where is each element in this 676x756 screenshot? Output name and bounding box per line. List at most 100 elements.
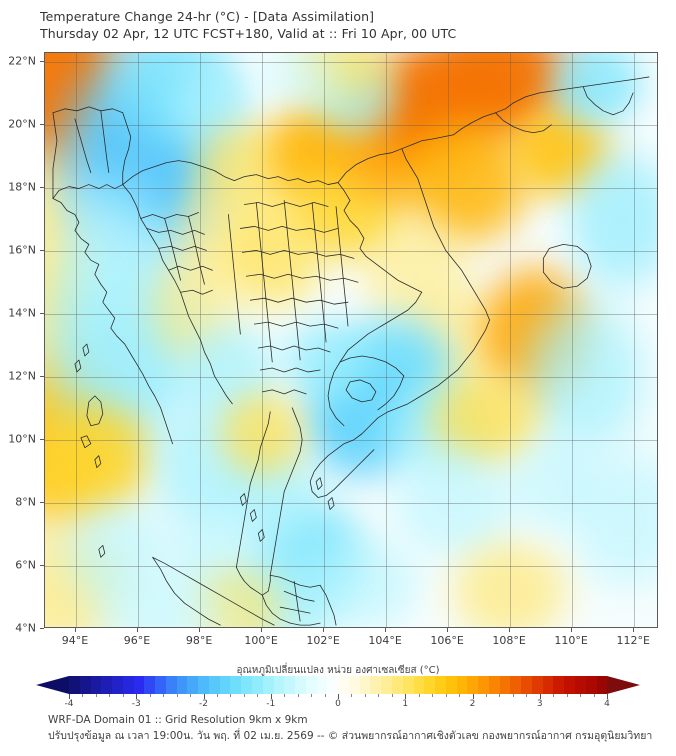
longitude-tick-label: 106°E — [430, 634, 464, 647]
longitude-tick-label: 102°E — [306, 634, 340, 647]
colorbar-segment — [176, 676, 188, 694]
chart-title-block: Temperature Change 24-hr (°C) - [Data As… — [40, 8, 660, 42]
colorbar-major-tick — [405, 694, 407, 699]
colorbar-minor-tick — [284, 694, 286, 697]
colorbar-minor-tick — [163, 694, 165, 697]
latitude-tick-mark — [40, 250, 44, 252]
longitude-tick-mark — [323, 628, 325, 632]
longitude-tick-mark — [571, 628, 573, 632]
colorbar-segment — [478, 676, 489, 694]
map-plot-area — [44, 52, 658, 628]
colorbar-minor-tick — [553, 694, 555, 697]
longitude-tick-label: 100°E — [244, 634, 278, 647]
colorbar-minor-tick — [445, 694, 447, 697]
colorbar-minor-tick — [149, 694, 151, 697]
latitude-tick-label: 6°N — [15, 558, 36, 572]
colorbar-segment — [564, 676, 575, 694]
colorbar-gradient — [69, 676, 608, 694]
colorbar-segment — [198, 676, 209, 694]
colorbar-tick-label: 2 — [469, 699, 476, 709]
colorbar-segment — [585, 676, 597, 694]
colorbar-segment — [531, 676, 543, 694]
colorbar-segment — [187, 676, 199, 694]
colorbar-segment — [359, 676, 371, 694]
colorbar-minor-tick — [216, 694, 218, 697]
longitude-tick-mark — [75, 628, 76, 632]
colorbar-segment — [284, 676, 296, 694]
colorbar-minor-tick — [418, 694, 420, 697]
colorbar-segment — [69, 676, 80, 694]
colorbar-segment — [165, 676, 177, 694]
latitude-tick-mark — [40, 376, 44, 378]
colorbar-segment — [241, 676, 253, 694]
longitude-tick-label: 98°E — [185, 634, 213, 647]
colorbar-segment — [112, 676, 123, 694]
colorbar-minor-tick — [364, 694, 366, 697]
colorbar-minor-tick — [432, 694, 434, 697]
colorbar-segment — [230, 676, 242, 694]
colorbar-segment — [79, 676, 91, 694]
colorbar-segment — [90, 676, 102, 694]
temperature-anomaly-field — [45, 53, 657, 627]
latitude-tick-mark — [40, 313, 44, 315]
longitude-tick-mark — [633, 628, 635, 632]
colorbar-minor-tick — [311, 694, 313, 697]
colorbar-minor-tick — [122, 694, 124, 697]
footer-credit: ปรับปรุงข้อมูล ณ เวลา 19:00น. วัน พฤ. ที… — [48, 730, 653, 742]
latitude-tick-label: 22°N — [8, 54, 36, 68]
colorbar-segment — [370, 676, 382, 694]
colorbar-extend-low — [36, 676, 69, 694]
colorbar-segment — [305, 676, 317, 694]
colorbar-tick-label: -2 — [199, 699, 208, 709]
colorbar-tick-label: -3 — [131, 699, 141, 709]
colorbar-segment — [521, 676, 532, 694]
colorbar-minor-tick — [109, 694, 111, 697]
colorbar-segments — [69, 676, 608, 694]
colorbar-minor-tick — [351, 694, 353, 697]
longitude-tick-mark — [385, 628, 387, 632]
colorbar-minor-tick — [485, 694, 487, 697]
colorbar-major-tick — [472, 694, 474, 699]
colorbar-minor-tick — [230, 694, 232, 697]
colorbar-minor-tick — [459, 694, 461, 697]
colorbar-ticks: -4 -3 -2 -1 0 1 2 3 4 — [36, 694, 640, 710]
colorbar-segment — [208, 676, 220, 694]
colorbar-major-tick — [203, 694, 205, 699]
colorbar-segment — [348, 676, 360, 694]
latitude-tick-label: 4°N — [15, 621, 36, 635]
longitude-tick-label: 96°E — [123, 634, 151, 647]
colorbar-minor-tick — [499, 694, 501, 697]
latitude-tick-label: 14°N — [8, 306, 36, 320]
colorbar-minor-tick — [190, 694, 192, 697]
colorbar-minor-tick — [526, 694, 528, 697]
longitude-tick-label: 112°E — [616, 634, 650, 647]
latitude-tick-label: 18°N — [8, 180, 36, 194]
latitude-tick-mark — [40, 124, 44, 126]
latitude-tick-mark — [40, 628, 44, 629]
colorbar-minor-tick — [297, 694, 299, 697]
latitude-tick-label: 10°N — [8, 432, 36, 446]
colorbar-segment — [144, 676, 156, 694]
chart-title: Temperature Change 24-hr (°C) - [Data As… — [40, 9, 375, 24]
colorbar-minor-tick — [512, 694, 514, 697]
colorbar-segment — [499, 676, 511, 694]
latitude-tick-label: 12°N — [8, 369, 36, 383]
colorbar-minor-tick — [257, 694, 259, 697]
colorbar-minor-tick — [378, 694, 380, 697]
longitude-tick-label: 104°E — [368, 634, 402, 647]
colorbar-segment — [488, 676, 500, 694]
colorbar-major-tick — [270, 694, 272, 699]
colorbar-segment — [252, 676, 263, 694]
colorbar-segment — [510, 676, 522, 694]
footer-block: WRF-DA Domain 01 :: Grid Resolution 9km … — [48, 712, 668, 744]
longitude-tick-label: 94°E — [61, 634, 89, 647]
chart-subtitle: Thursday 02 Apr, 12 UTC FCST+180, Valid … — [40, 26, 457, 41]
colorbar-segment — [445, 676, 457, 694]
colorbar-segment — [542, 676, 554, 694]
latitude-tick-label: 20°N — [8, 117, 36, 131]
longitude-tick-label: 110°E — [554, 634, 588, 647]
colorbar-segment — [338, 676, 349, 694]
anomaly-blob — [207, 378, 318, 489]
colorbar-minor-tick — [580, 694, 582, 697]
latitude-tick-mark — [40, 61, 44, 63]
